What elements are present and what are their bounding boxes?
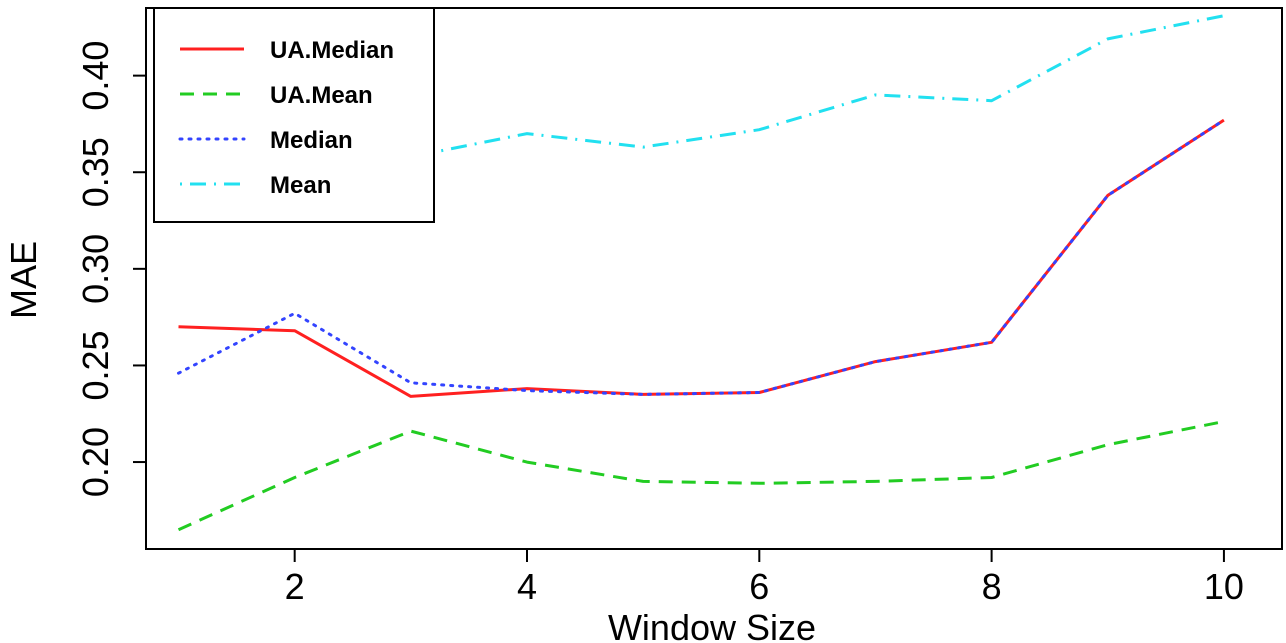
x-axis: 2 4 6 8 10 [285,548,1244,607]
x-tick-label: 8 [982,566,1002,607]
series-line-ua-mean [177,420,1225,532]
legend: UA.Median UA.Mean Median Mean [153,7,435,223]
series-line-median [177,118,1226,396]
y-tick-label: 0.20 [75,427,116,497]
x-tick-label: 2 [285,566,305,607]
legend-box [153,7,435,223]
legend-label: Median [270,127,353,154]
legend-label: UA.Median [270,37,394,64]
y-tick-label: 0.35 [75,137,116,207]
legend-label: UA.Mean [270,82,373,109]
x-axis-title: Window Size [608,607,816,643]
x-tick-label: 10 [1204,566,1244,607]
y-tick-label: 0.25 [75,330,116,400]
x-tick-label: 6 [749,566,769,607]
y-axis: 0.20 0.25 0.30 0.35 0.40 [75,41,147,497]
y-tick-label: 0.40 [75,41,116,111]
y-tick-label: 0.30 [75,234,116,304]
y-axis-title: MAE [3,241,44,319]
x-tick-label: 4 [517,566,537,607]
legend-label: Mean [270,172,331,199]
